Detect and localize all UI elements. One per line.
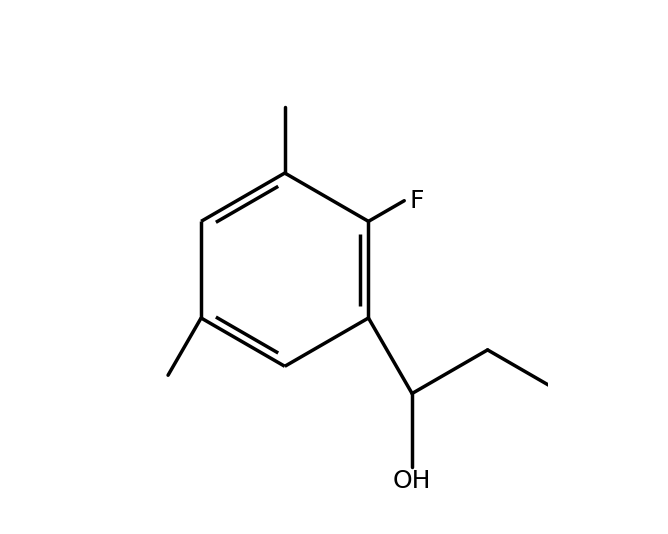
Text: F: F xyxy=(409,189,424,213)
Text: OH: OH xyxy=(393,469,432,493)
